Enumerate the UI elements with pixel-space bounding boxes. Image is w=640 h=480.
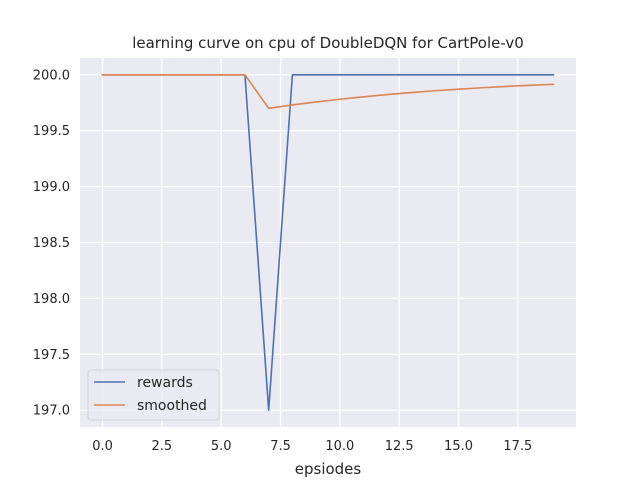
x-tick-label: 0.0 xyxy=(92,439,113,454)
legend-label-rewards: rewards xyxy=(137,375,193,391)
legend-label-smoothed: smoothed xyxy=(137,398,207,414)
y-tick-label: 198.0 xyxy=(33,292,70,307)
y-tick-label: 199.5 xyxy=(33,124,70,139)
y-tick-label: 200.0 xyxy=(33,68,70,83)
grid-lines xyxy=(80,58,576,427)
series-lines xyxy=(101,73,555,412)
x-axis-ticks: 0.0 2.5 5.0 7.5 10.0 12.5 15.0 17.5 xyxy=(92,439,532,454)
x-tick-label: 17.5 xyxy=(503,439,532,454)
y-tick-label: 197.0 xyxy=(33,404,70,419)
x-tick-label: 15.0 xyxy=(444,439,473,454)
x-tick-label: 10.0 xyxy=(325,439,354,454)
y-tick-label: 198.5 xyxy=(33,236,70,251)
x-tick-label: 12.5 xyxy=(385,439,414,454)
series-line-smoothed xyxy=(101,73,555,110)
y-tick-label: 197.5 xyxy=(33,348,70,363)
y-axis-ticks: 197.0 197.5 198.0 198.5 199.0 199.5 200.0 xyxy=(33,68,70,418)
x-tick-label: 5.0 xyxy=(211,439,232,454)
chart-title: learning curve on cpu of DoubleDQN for C… xyxy=(132,34,524,52)
x-axis-label: epsiodes xyxy=(295,460,362,478)
x-tick-label: 2.5 xyxy=(152,439,173,454)
x-tick-label: 7.5 xyxy=(270,439,291,454)
y-tick-label: 199.0 xyxy=(33,180,70,195)
legend: rewards smoothed xyxy=(87,369,220,421)
